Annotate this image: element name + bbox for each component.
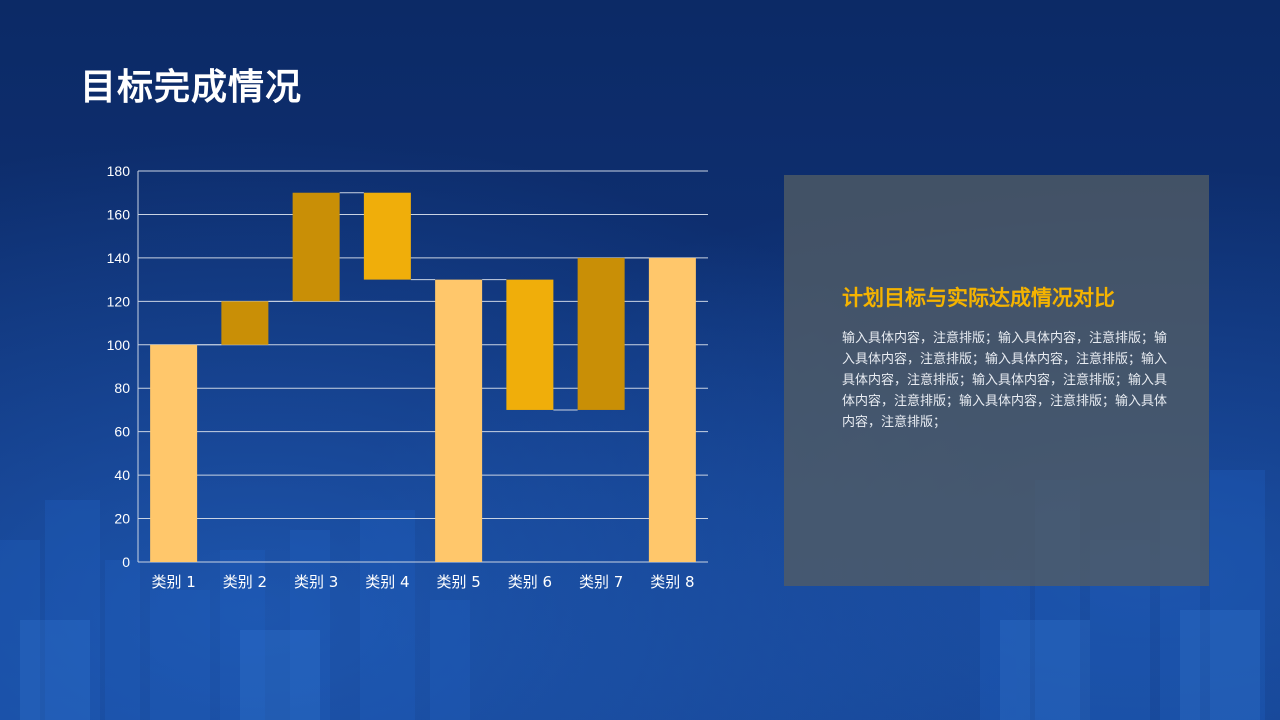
connectors (197, 192, 649, 411)
y-tick-labels: 0 20 40 60 80 100 120 140 160 180 (107, 163, 131, 570)
y-tick-label: 40 (114, 467, 130, 483)
bar-3 (292, 192, 340, 302)
bar-4 (363, 192, 411, 280)
x-tick-label: 类别 6 (508, 573, 552, 591)
bar-5 (435, 279, 483, 562)
x-tick-label: 类别 8 (650, 573, 694, 591)
panel-body-text: 输入具体内容，注意排版；输入具体内容，注意排版；输入具体内容，注意排版；输入具体… (842, 331, 1168, 430)
page-title: 目标完成情况 (80, 67, 303, 108)
bar-8 (648, 257, 696, 562)
y-tick-label: 80 (114, 380, 130, 396)
bars (150, 192, 696, 562)
x-tick-label: 类别 4 (365, 573, 409, 591)
y-tick-label: 160 (107, 206, 131, 222)
y-tick-label: 140 (107, 250, 131, 266)
x-tick-label: 类别 7 (579, 573, 623, 591)
x-tick-label: 类别 1 (151, 573, 195, 591)
x-tick-label: 类别 2 (223, 573, 267, 591)
bar-2 (221, 301, 269, 345)
bar-7 (577, 257, 625, 410)
city-skyline-decoration (0, 470, 1265, 720)
bar-1 (150, 344, 198, 562)
x-tick-labels: 类别 1 类别 2 类别 3 类别 4 类别 5 类别 6 类别 7 类别 8 (151, 573, 694, 591)
x-tick-label: 类别 3 (294, 573, 338, 591)
y-tick-label: 120 (107, 293, 131, 309)
bar-6 (506, 279, 554, 410)
x-tick-label: 类别 5 (436, 573, 480, 591)
y-tick-label: 100 (107, 337, 131, 353)
description-panel: 计划目标与实际达成情况对比 输入具体内容，注意排版；输入具体内容，注意排版；输入… (784, 175, 1209, 586)
y-tick-label: 20 (114, 511, 130, 527)
y-tick-label: 60 (114, 424, 130, 440)
panel-title: 计划目标与实际达成情况对比 (842, 286, 1115, 310)
y-tick-label: 180 (107, 163, 131, 179)
y-tick-label: 0 (122, 554, 130, 570)
